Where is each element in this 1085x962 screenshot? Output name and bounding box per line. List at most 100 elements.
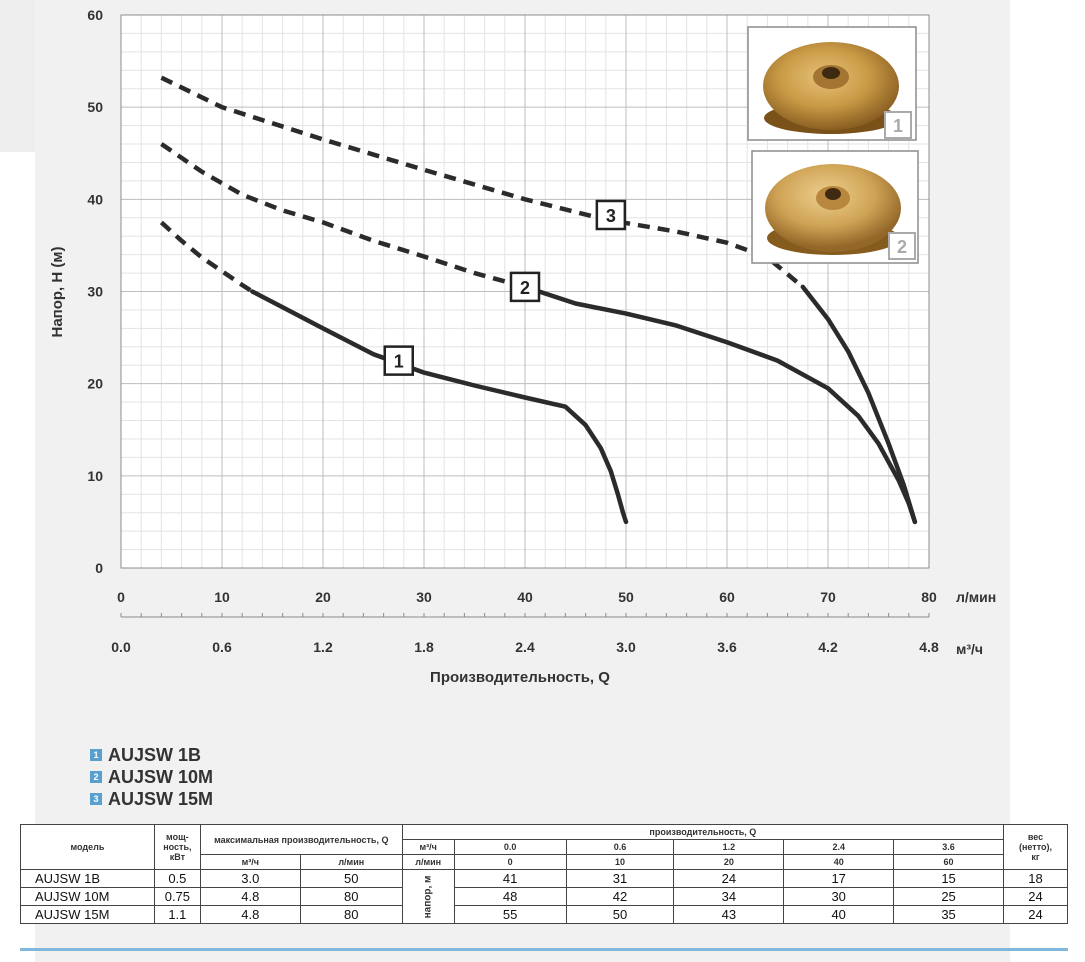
series-layer [159,75,918,525]
x2-tick-label: 2.4 [515,639,535,655]
y-tick-label: 60 [87,7,103,23]
y-tick-labels: 0 10 20 30 40 50 60 [87,7,103,576]
series-2-dashed-line [160,142,526,290]
header-power-line: ность, [163,842,192,852]
header-maxflow-lpm: л/мин [299,854,403,870]
y-tick-label: 10 [87,468,103,484]
table-row: AUJSW 15M 1.1 4.8 80 55 50 43 40 35 24 [20,905,1069,924]
header-flow: производительность, Q [401,824,1004,840]
x-tick-label: 50 [618,589,634,605]
table-header-row: модель мощ- ность, кВт максимальная прои… [20,824,1069,870]
header-flow-m3: 0.6 [565,839,675,855]
y-tick-label: 50 [87,99,103,115]
header-flow-m3: 3.6 [893,839,1004,855]
table-row: AUJSW 1B 0.5 3.0 50 напор, м 41 31 24 17… [20,869,1069,924]
header-weight: вес (нетто), кг [1002,824,1069,870]
x-tick-labels: 0 10 20 30 40 50 60 70 80 [117,589,937,605]
x-unit-primary: л/мин [956,589,996,605]
x-tick-label: 80 [921,589,937,605]
legend-swatch: 2 [90,771,102,783]
header-model: модель [20,824,155,870]
x2-tick-labels: 0.0 0.6 1.2 1.8 2.4 3.0 3.6 4.2 4.8 [111,639,939,655]
curve-label-text: 1 [394,352,404,372]
spec-table: модель мощ- ность, кВт максимальная прои… [20,824,1069,924]
curve-label-box [383,345,414,376]
header-maxflow-m3: м³/ч [199,854,301,870]
cell-head: 41 [453,869,567,888]
thumbnail-tag-2: 2 [897,237,907,257]
cell-head: 48 [453,887,567,906]
legend-label: AUJSW 10M [108,766,214,787]
curve-label-layer: 1 2 3 [383,199,627,376]
x2-tick-label: 4.2 [818,639,838,655]
x2-tick-label: 3.0 [616,639,636,655]
header-maxflow: максимальная производительность, Q [199,824,403,855]
cell-head: 15 [893,869,1004,888]
brass-impeller-image [763,42,899,134]
header-flow-m3: 0.0 [453,839,567,855]
cell-power: 0.5 [153,869,201,888]
legend-label: AUJSW 15M [108,788,214,809]
header-flow-m3: 2.4 [783,839,895,855]
curve-label-text: 3 [606,206,616,226]
x2-tick-label: 1.2 [313,639,333,655]
series-3-solid-line [800,284,918,525]
series-1-dashed-line [159,220,254,294]
y-tick-label: 0 [95,560,103,576]
cell-qmax-lpm: 50 [299,869,403,888]
x-tick-label: 0 [117,589,125,605]
x-tick-label: 40 [517,589,533,605]
cell-qmax-lpm: 80 [299,887,403,906]
legend-item: 2 AUJSW 10M [90,766,213,788]
y-tick-label: 20 [87,376,103,392]
cell-qmax-m3: 4.8 [199,905,301,924]
header-row-m3: м³/ч [401,839,455,855]
legend-item: 1 AUJSW 1B [90,744,213,766]
header-flow-lpm: 0 [453,854,567,870]
header-power-line: кВт [169,852,186,862]
legend-swatch: 3 [90,793,102,805]
plot-frame [120,14,930,569]
x-axis-title: Производительность, Q [430,669,610,686]
x2-tick-label: 4.8 [919,639,939,655]
cell-qmax-m3: 3.0 [199,869,301,888]
x-tick-label: 30 [416,589,432,605]
header-weight-line: (нетто), [1018,842,1052,852]
cell-head: 34 [673,887,785,906]
curve-label-box [509,271,541,303]
cell-head: 17 [783,869,895,888]
secondary-axis-ticks [120,613,930,617]
cell-head: 55 [453,905,567,924]
cell-weight: 24 [1002,887,1069,906]
header-head: напор, м [401,869,455,924]
table-row: AUJSW 10M 0.75 4.8 80 48 42 34 30 25 24 [20,887,1069,906]
x-tick-label: 20 [315,589,331,605]
brass-impeller-image [765,164,901,255]
cell-head: 42 [565,887,675,906]
page-background-corner [0,0,35,152]
cell-weight: 18 [1002,869,1069,888]
cell-model: AUJSW 1B [20,869,155,888]
header-flow-lpm: 10 [565,854,675,870]
cell-head: 24 [673,869,785,888]
cell-power: 1.1 [153,905,201,924]
cell-head: 35 [893,905,1004,924]
cell-model: AUJSW 10M [20,887,155,906]
header-weight-line: кг [1031,852,1040,862]
legend-label: AUJSW 1B [108,744,202,765]
pump-performance-chart: 0 10 20 30 40 50 60 0 10 20 30 40 50 60 70 80 0.0 0.6 1.… [49,7,996,686]
series-3-dashed-line [160,75,805,289]
y-tick-label: 30 [87,284,103,300]
curve-label-text: 2 [520,278,530,298]
header-flow-lpm: 20 [673,854,785,870]
header-head-text: напор, м [422,875,434,919]
cell-head: 50 [565,905,675,924]
header-flow-lpm: 60 [893,854,1004,870]
header-flow-lpm: 40 [783,854,895,870]
legend: 1 AUJSW 1B 2 AUJSW 10M 3 AUJSW 15M [90,744,213,810]
x2-tick-label: 0.0 [111,639,131,655]
header-row-lpm: л/мин [401,854,455,870]
x-tick-label: 60 [719,589,735,605]
cell-weight: 24 [1002,905,1069,924]
x-tick-label: 70 [820,589,836,605]
